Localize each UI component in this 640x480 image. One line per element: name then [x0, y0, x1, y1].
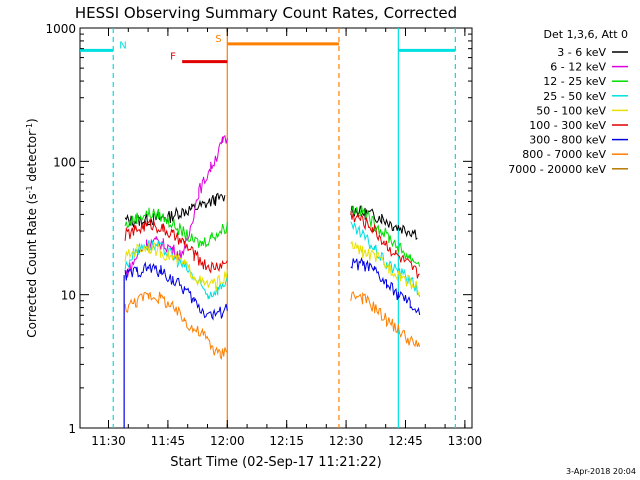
series-line — [124, 211, 420, 279]
legend-label: 50 - 100 keV — [536, 104, 606, 117]
series-line — [124, 192, 418, 241]
y-tick-label: 1 — [68, 422, 76, 436]
legend-title: Det 1,3,6, Att 0 — [544, 28, 628, 41]
x-tick-label: 11:45 — [151, 434, 186, 448]
series-line — [124, 205, 421, 267]
legend-label: 300 - 800 keV — [529, 134, 606, 147]
y-tick-label: 1000 — [45, 22, 76, 36]
legend-label: 800 - 7000 keV — [522, 148, 606, 161]
chart-title: HESSI Observing Summary Count Rates, Cor… — [75, 4, 457, 22]
x-tick-label: 12:30 — [329, 434, 364, 448]
flag-label-f: F — [170, 52, 176, 63]
flag-label-s: S — [215, 34, 221, 45]
legend-label: 3 - 6 keV — [557, 46, 606, 59]
footer-timestamp: 3-Apr-2018 20:04 — [566, 467, 636, 476]
y-tick-label: 100 — [53, 155, 76, 169]
y-tick-label: 10 — [61, 289, 76, 303]
series-line — [124, 257, 421, 321]
series-line — [124, 134, 228, 278]
x-axis-label: Start Time (02-Sep-17 11:21:22) — [170, 455, 381, 470]
legend-label: 25 - 50 keV — [543, 90, 606, 103]
flag-bars: N F S — [80, 34, 456, 64]
legend-label: 100 - 300 keV — [529, 119, 606, 132]
x-tick-label: 12:15 — [269, 434, 304, 448]
series-line — [124, 291, 421, 361]
x-tick-label: 12:00 — [210, 434, 245, 448]
legend-label: 7000 - 20000 keV — [508, 163, 606, 176]
flag-label-n: N — [119, 40, 126, 51]
x-axis: 11:30 11:45 12:00 12:15 12:30 12:45 13:00 — [91, 28, 482, 448]
series-line — [124, 240, 421, 297]
legend-label: 6 - 12 keV — [550, 61, 606, 74]
vertical-markers — [112, 28, 456, 428]
x-tick-label: 13:00 — [448, 434, 483, 448]
legend-label: 12 - 25 keV — [543, 75, 606, 88]
x-tick-label: 12:45 — [388, 434, 423, 448]
series-lines — [123, 134, 421, 428]
y-axis: 1 10 100 1000 — [45, 22, 472, 436]
x-tick-label: 11:30 — [91, 434, 126, 448]
y-axis-label: Corrected Count Rate (s-1 detector-1) — [25, 118, 40, 337]
plot-frame — [79, 27, 473, 429]
